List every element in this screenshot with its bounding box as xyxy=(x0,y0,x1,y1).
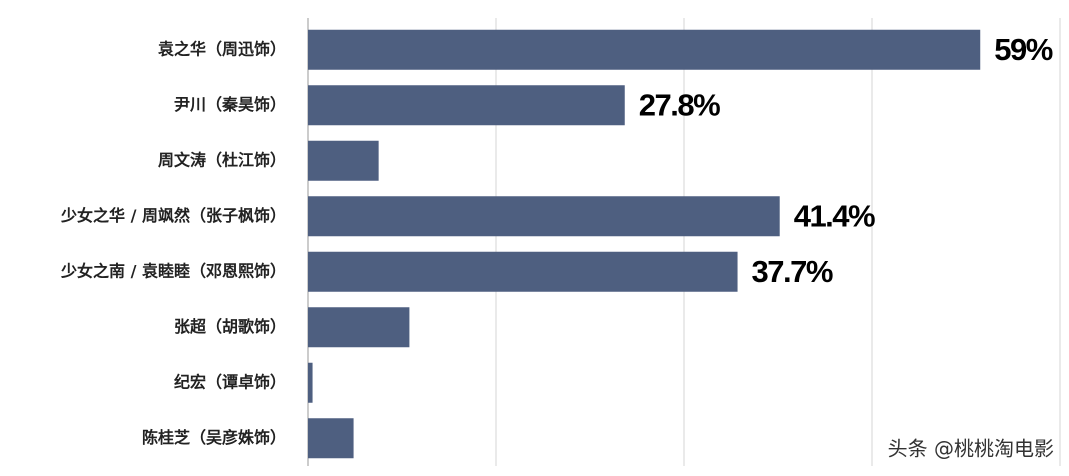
value-label: 41.4% xyxy=(794,198,875,233)
y-tick-label: 少女之华 / 周飒然（张子枫饰） xyxy=(60,206,286,225)
bar xyxy=(308,85,625,126)
y-tick-label: 尹川（秦昊饰） xyxy=(174,95,286,114)
value-label: 27.8% xyxy=(639,87,720,122)
bar xyxy=(308,140,379,181)
bar xyxy=(308,196,780,237)
value-label: 37.7% xyxy=(752,254,833,289)
y-tick-label: 陈桂芝（吴彦姝饰） xyxy=(142,428,286,447)
bar xyxy=(308,362,313,403)
bar xyxy=(308,29,981,70)
y-tick-label: 周文涛（杜江饰） xyxy=(158,150,286,169)
value-label: 59% xyxy=(994,32,1052,67)
watermark: 头条 @桃桃淘电影 xyxy=(888,437,1054,461)
bar xyxy=(308,307,410,348)
bar xyxy=(308,251,738,292)
y-tick-label: 袁之华（周迅饰） xyxy=(157,39,286,58)
y-tick-label: 少女之南 / 袁睦睦（邓恩熙饰） xyxy=(60,261,286,280)
y-tick-label: 纪宏（谭卓饰） xyxy=(174,372,286,391)
y-tick-label: 张超（胡歌饰） xyxy=(174,317,286,336)
bar xyxy=(308,418,354,459)
